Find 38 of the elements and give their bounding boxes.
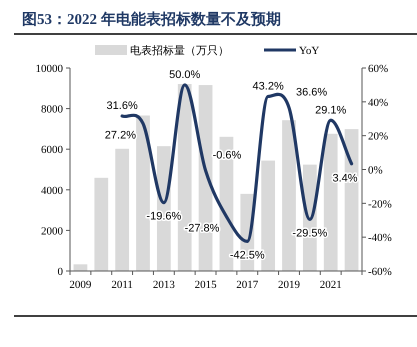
y2-tick-label: -20% bbox=[368, 198, 392, 210]
y2-tick-label: -60% bbox=[368, 266, 392, 278]
y2-tick-label: 40% bbox=[368, 96, 388, 109]
data-label: 50.0% bbox=[169, 68, 201, 81]
y2-tick-label: 0% bbox=[368, 164, 383, 176]
x-tick-label: 2021 bbox=[320, 279, 342, 291]
x-tick-label: 2017 bbox=[236, 279, 259, 291]
data-label: -42.5% bbox=[230, 249, 265, 262]
y-tick-label: 4000 bbox=[41, 184, 64, 197]
chart-title: 图53：2022 年电能表招标数量不及预期 bbox=[22, 11, 281, 28]
y-tick-label: 8000 bbox=[41, 104, 64, 116]
y2-tick-label: -40% bbox=[368, 232, 392, 244]
x-tick-label: 2011 bbox=[111, 279, 133, 291]
y-tick-label: 2000 bbox=[41, 225, 64, 238]
data-label: -29.5% bbox=[292, 227, 328, 240]
data-label: -27.8% bbox=[184, 222, 220, 235]
bar bbox=[74, 264, 88, 271]
x-tick-label: 2013 bbox=[152, 279, 176, 291]
data-label: -0.6% bbox=[212, 150, 242, 162]
y-tick-label: 10000 bbox=[36, 63, 64, 75]
bar bbox=[94, 178, 108, 271]
legend-label: YoY bbox=[299, 45, 320, 57]
x-tick-label: 2019 bbox=[278, 279, 300, 291]
data-label: 43.2% bbox=[252, 80, 284, 92]
data-label: 27.2% bbox=[104, 129, 136, 142]
data-label: -19.6% bbox=[146, 210, 182, 223]
legend-label: 电表招标量（万只） bbox=[130, 44, 229, 57]
x-tick-label: 2015 bbox=[194, 279, 218, 291]
bar bbox=[115, 148, 130, 271]
x-tick-label: 2009 bbox=[69, 279, 92, 291]
y2-tick-label: 20% bbox=[368, 130, 388, 143]
data-label: 36.6% bbox=[296, 86, 328, 99]
data-label: 3.4% bbox=[332, 172, 358, 185]
data-label: 29.1% bbox=[315, 104, 347, 116]
y-tick-label: 0 bbox=[58, 266, 64, 278]
y-tick-label: 6000 bbox=[41, 144, 64, 156]
y2-tick-label: 60% bbox=[368, 63, 388, 75]
data-label: 31.6% bbox=[106, 100, 138, 112]
